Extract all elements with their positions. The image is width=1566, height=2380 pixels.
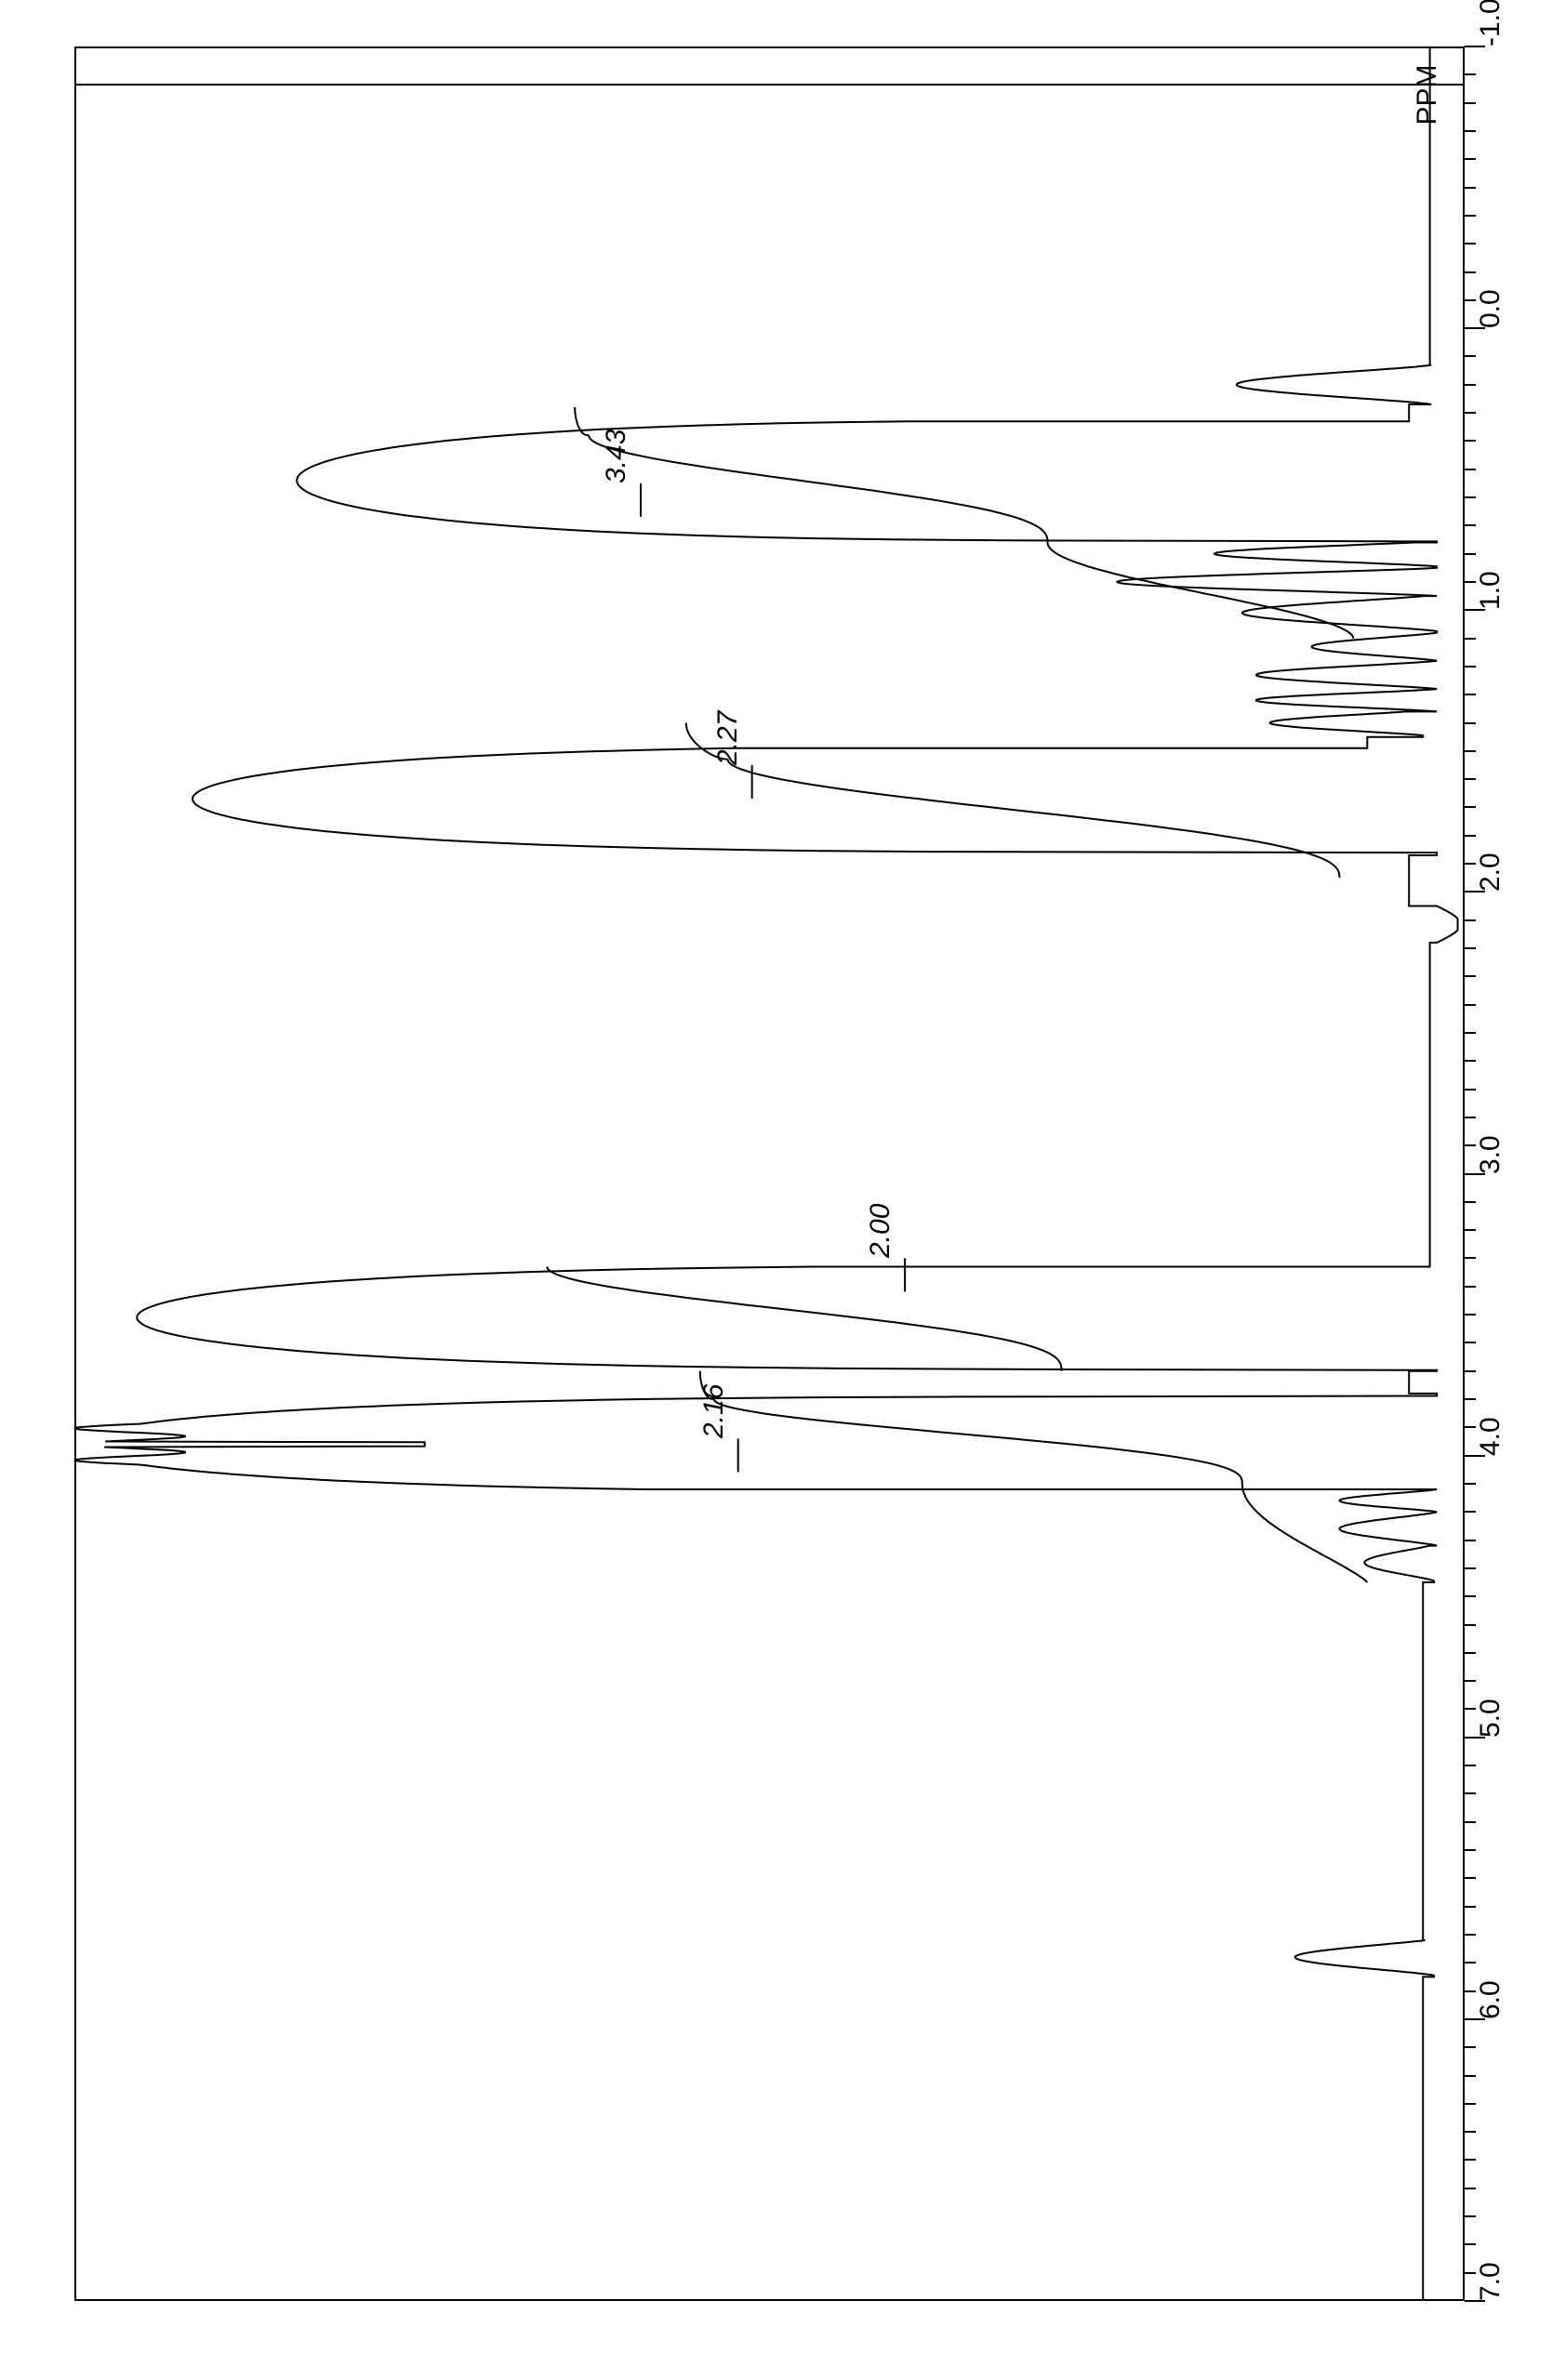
integral-trace (714, 1399, 1242, 1484)
integration-label-2: 2.27 (712, 711, 744, 765)
integration-label-3: 3.43 (601, 429, 632, 483)
integral-trace (589, 435, 1047, 542)
integral-trace (728, 760, 1340, 878)
x-axis-label: PPM (1412, 64, 1443, 125)
spectrum-trace (75, 46, 1458, 2301)
integral-trace (547, 1267, 1061, 1371)
integration-label-1: 2.00 (865, 1204, 896, 1258)
integration-label-0: 2.16 (698, 1384, 730, 1438)
nmr-spectrum (0, 0, 1566, 2380)
